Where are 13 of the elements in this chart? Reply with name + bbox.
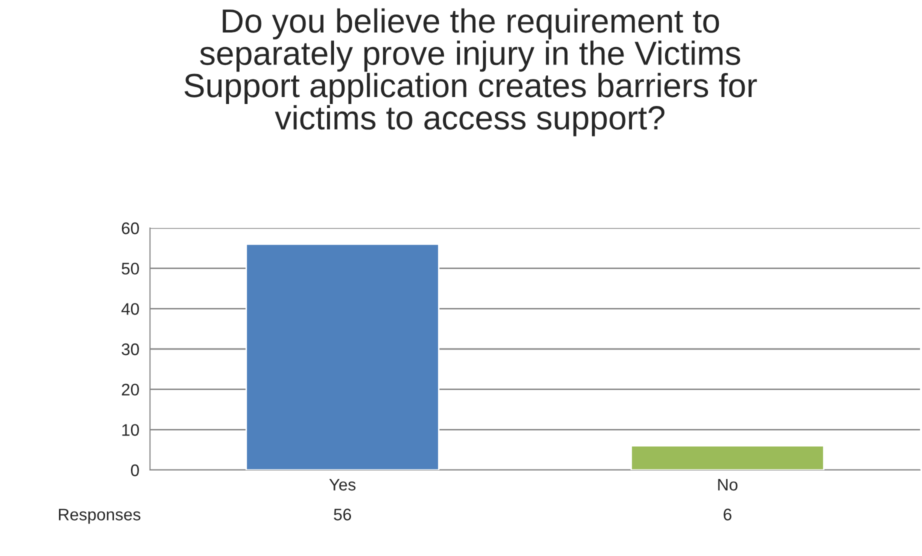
y-tick-label: 40	[121, 303, 139, 315]
y-tick-label: 30	[122, 343, 139, 356]
y-tick-label: 0	[130, 464, 139, 476]
y-tick-label: 10	[122, 424, 139, 436]
y-tick-label: 20	[122, 384, 139, 396]
data-label: 6	[724, 508, 732, 520]
y-tick-label: 60	[122, 222, 139, 234]
x-tick-label: Yes	[329, 478, 356, 491]
y-tick-label: 50	[122, 262, 139, 275]
chart-title: Do you believe the requirement to separately prove injury in the Victims Support application creates barriers for victims to access support?	[184, 8, 757, 136]
text: Responses	[58, 508, 140, 524]
data-label: 56	[334, 508, 352, 520]
x-tick-label: No	[718, 478, 738, 491]
